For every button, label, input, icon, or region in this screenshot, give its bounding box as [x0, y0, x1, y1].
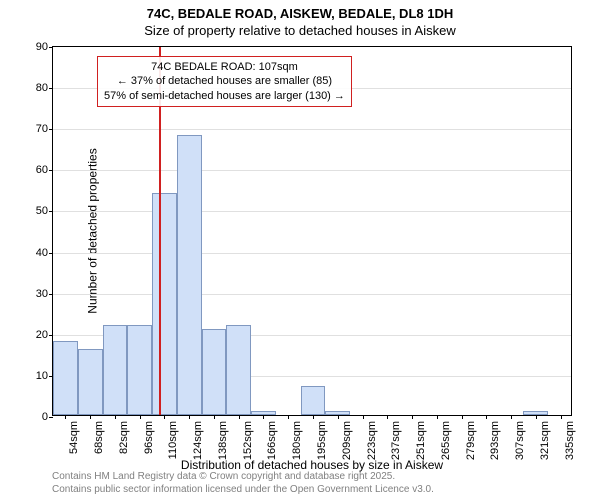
gridline: [53, 253, 571, 254]
x-tick-mark: [363, 415, 364, 419]
histogram-bar: [152, 193, 177, 415]
x-tick-mark: [511, 415, 512, 419]
gridline: [53, 170, 571, 171]
x-tick-mark: [387, 415, 388, 419]
x-tick-label: 166sqm: [266, 421, 278, 460]
x-tick-label: 68sqm: [93, 421, 105, 454]
x-tick-mark: [90, 415, 91, 419]
plot-area: 010203040506070809054sqm68sqm82sqm96sqm1…: [52, 46, 572, 416]
x-tick-label: 335sqm: [564, 421, 576, 460]
footer-line-2: Contains public sector information licen…: [52, 483, 434, 496]
x-tick-mark: [164, 415, 165, 419]
annotation-box: 74C BEDALE ROAD: 107sqm← 37% of detached…: [97, 56, 352, 107]
y-tick-mark: [49, 129, 53, 130]
x-tick-label: 96sqm: [143, 421, 155, 454]
x-tick-label: 279sqm: [465, 421, 477, 460]
x-tick-mark: [214, 415, 215, 419]
x-tick-mark: [561, 415, 562, 419]
x-tick-mark: [65, 415, 66, 419]
x-tick-mark: [462, 415, 463, 419]
annotation-title: 74C BEDALE ROAD: 107sqm: [104, 60, 345, 74]
histogram-bar: [53, 341, 78, 415]
x-tick-label: 110sqm: [167, 421, 179, 459]
x-tick-mark: [486, 415, 487, 419]
histogram-bar: [301, 386, 326, 415]
y-tick-mark: [49, 335, 53, 336]
x-tick-label: 237sqm: [390, 421, 402, 460]
annotation-smaller: ← 37% of detached houses are smaller (85…: [104, 74, 345, 88]
annotation-larger: 57% of semi-detached houses are larger (…: [104, 89, 345, 103]
x-tick-mark: [115, 415, 116, 419]
histogram-bar: [202, 329, 227, 415]
x-tick-label: 195sqm: [316, 421, 328, 460]
histogram-bar: [78, 349, 103, 415]
x-tick-mark: [189, 415, 190, 419]
x-tick-mark: [288, 415, 289, 419]
x-tick-label: 82sqm: [118, 421, 130, 454]
y-tick-mark: [49, 417, 53, 418]
x-tick-label: 209sqm: [341, 421, 353, 460]
x-tick-mark: [313, 415, 314, 419]
x-tick-label: 251sqm: [415, 421, 427, 460]
y-tick-mark: [49, 253, 53, 254]
x-tick-mark: [338, 415, 339, 419]
x-tick-mark: [412, 415, 413, 419]
y-tick-mark: [49, 47, 53, 48]
chart-title-main: 74C, BEDALE ROAD, AISKEW, BEDALE, DL8 1D…: [0, 0, 600, 21]
x-tick-mark: [437, 415, 438, 419]
x-tick-mark: [536, 415, 537, 419]
footer-line-1: Contains HM Land Registry data © Crown c…: [52, 470, 434, 483]
y-tick-mark: [49, 170, 53, 171]
x-tick-label: 124sqm: [192, 421, 204, 460]
x-tick-label: 265sqm: [440, 421, 452, 460]
y-tick-mark: [49, 211, 53, 212]
footer-attribution: Contains HM Land Registry data © Crown c…: [52, 470, 434, 496]
gridline: [53, 211, 571, 212]
x-tick-label: 307sqm: [514, 421, 526, 460]
chart-title-sub: Size of property relative to detached ho…: [0, 21, 600, 38]
x-tick-label: 223sqm: [366, 421, 378, 460]
histogram-bar: [103, 325, 128, 415]
x-tick-label: 180sqm: [291, 421, 303, 460]
histogram-bar: [177, 135, 202, 415]
y-tick-mark: [49, 294, 53, 295]
x-tick-label: 138sqm: [217, 421, 229, 460]
gridline: [53, 294, 571, 295]
x-tick-mark: [140, 415, 141, 419]
histogram-bar: [127, 325, 152, 415]
x-tick-label: 293sqm: [489, 421, 501, 460]
gridline: [53, 129, 571, 130]
x-tick-mark: [263, 415, 264, 419]
chart-area: Number of detached properties 0102030405…: [52, 46, 572, 416]
histogram-bar: [226, 325, 251, 415]
x-tick-label: 152sqm: [242, 421, 254, 460]
y-tick-mark: [49, 88, 53, 89]
x-tick-label: 321sqm: [539, 421, 551, 460]
x-tick-label: 54sqm: [68, 421, 80, 454]
x-tick-mark: [239, 415, 240, 419]
